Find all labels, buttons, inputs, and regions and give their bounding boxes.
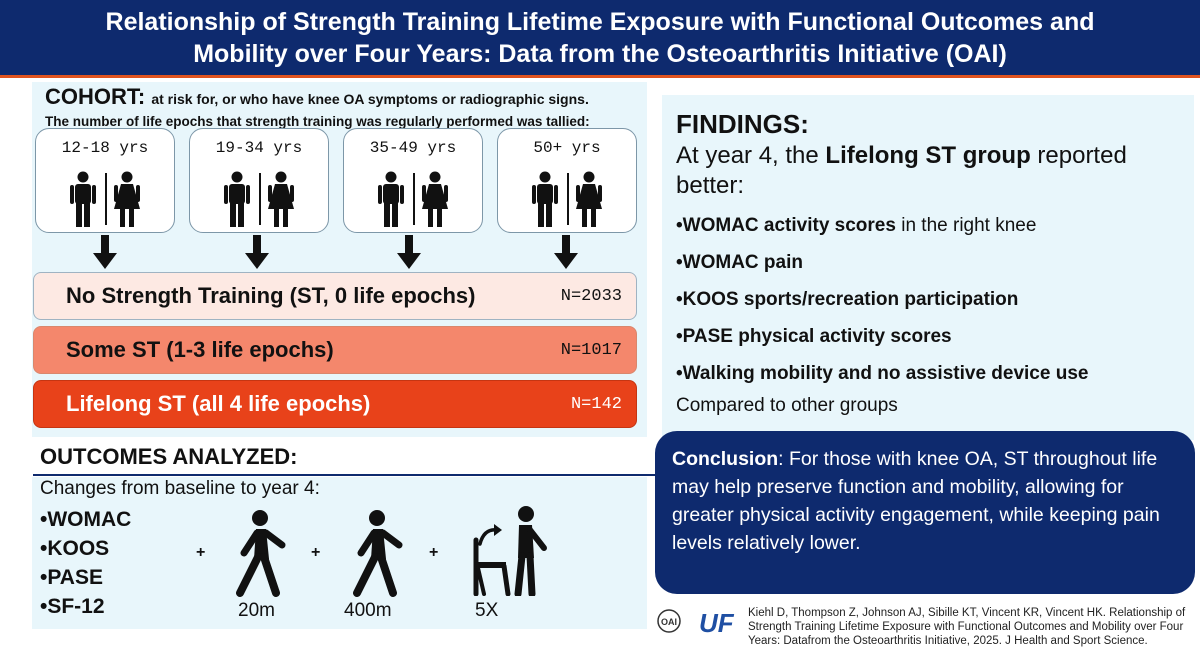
- page-header: Relationship of Strength Training Lifeti…: [0, 0, 1200, 78]
- epoch-label: 12-18 yrs: [61, 139, 149, 157]
- epoch-label: 35-49 yrs: [369, 139, 457, 157]
- page-title-line-1: Relationship of Strength Training Lifeti…: [105, 7, 1095, 36]
- findings-panel: [662, 95, 1194, 440]
- findings-intro: At year 4, the Lifelong ST group reporte…: [676, 142, 1127, 199]
- epoch-box-4: 50+ yrs: [497, 128, 637, 233]
- page-title-line-2: Mobility over Four Years: Data from the …: [193, 39, 1007, 68]
- findings-list: •WOMAC activity scores in the right knee…: [676, 207, 1088, 392]
- findings-group-name: Lifelong ST group: [825, 142, 1031, 169]
- plus-sign: +: [196, 544, 206, 561]
- finding-item: •KOOS sports/recreation participation: [676, 289, 1019, 310]
- citation-text: Kiehl D, Thompson Z, Johnson AJ, Sibille…: [748, 607, 1186, 647]
- group-some-st-bar: Some ST (1-3 life epochs) N=1017: [33, 326, 637, 374]
- test-label-5x: 5X: [475, 600, 499, 621]
- outcomes-subtitle: Changes from baseline to year 4:: [40, 478, 320, 499]
- cohort-header: COHORT: at risk for, or who have knee OA…: [45, 84, 655, 129]
- group-label: Lifelong ST (all 4 life epochs): [66, 391, 371, 416]
- walking-person-icon: [353, 510, 403, 597]
- findings-title: FINDINGS:: [676, 109, 809, 139]
- uf-logo: UF: [699, 608, 735, 638]
- finding-item: •Walking mobility and no assistive devic…: [676, 363, 1089, 384]
- test-label-400m: 400m: [344, 600, 392, 621]
- down-arrow-icon: [93, 235, 117, 269]
- finding-item: •WOMAC pain: [676, 252, 803, 273]
- svg-text:OAI: OAI: [661, 617, 677, 627]
- man-woman-icon: [224, 171, 294, 227]
- cohort-title: COHORT:: [45, 84, 146, 109]
- man-woman-icon: [70, 171, 140, 227]
- outcome-item: •KOOS: [40, 537, 110, 560]
- outcome-item: •SF-12: [40, 595, 105, 618]
- cohort-subtitle: at risk for, or who have knee OA symptom…: [151, 91, 589, 107]
- group-n: N=1017: [560, 340, 622, 360]
- group-lifelong-st-bar: Lifelong ST (all 4 life epochs) N=142: [33, 380, 637, 428]
- epoch-box-3: 35-49 yrs: [343, 128, 483, 233]
- oai-logo: OAI: [657, 609, 681, 633]
- man-woman-icon: [532, 171, 602, 227]
- outcomes-list: •WOMAC •KOOS •PASE •SF-12: [40, 505, 131, 621]
- outcome-item: •PASE: [40, 566, 103, 589]
- findings-comparison: Compared to other groups: [676, 395, 898, 416]
- walking-person-icon: [236, 510, 286, 597]
- test-label-20m: 20m: [238, 600, 275, 621]
- chair-stand-icon: [473, 506, 547, 596]
- group-n: N=2033: [560, 286, 622, 306]
- epoch-label: 50+ yrs: [533, 139, 601, 157]
- epoch-box-1: 12-18 yrs: [35, 128, 175, 233]
- cohort-description: The number of life epochs that strength …: [45, 114, 590, 129]
- conclusion-label: Conclusion: [672, 448, 779, 470]
- down-arrow-icon: [554, 235, 578, 269]
- group-no-st-bar: No Strength Training (ST, 0 life epochs)…: [33, 272, 637, 320]
- plus-sign: +: [311, 544, 321, 561]
- outcomes-title: OUTCOMES ANALYZED:: [40, 444, 298, 469]
- section-divider: [33, 474, 673, 476]
- down-arrow-icon: [397, 235, 421, 269]
- group-n: N=142: [570, 394, 622, 414]
- man-woman-icon: [378, 171, 448, 227]
- conclusion-box: Conclusion: For those with knee OA, ST t…: [655, 431, 1195, 594]
- institution-logos: OAI UF: [657, 608, 735, 638]
- plus-sign: +: [429, 544, 439, 561]
- svg-text:UF: UF: [699, 608, 735, 638]
- conclusion-text: : For those with knee OA, ST throughout …: [672, 448, 1160, 554]
- finding-item: •WOMAC activity scores in the right knee: [676, 215, 1037, 236]
- down-arrow-icon: [245, 235, 269, 269]
- group-label: No Strength Training (ST, 0 life epochs): [66, 283, 476, 308]
- outcomes-panel: [32, 477, 647, 629]
- epoch-box-2: 19-34 yrs: [189, 128, 329, 233]
- outcome-item: •WOMAC: [40, 508, 132, 531]
- epoch-label: 19-34 yrs: [215, 139, 303, 157]
- finding-item: •PASE physical activity scores: [676, 326, 952, 347]
- group-label: Some ST (1-3 life epochs): [66, 337, 334, 362]
